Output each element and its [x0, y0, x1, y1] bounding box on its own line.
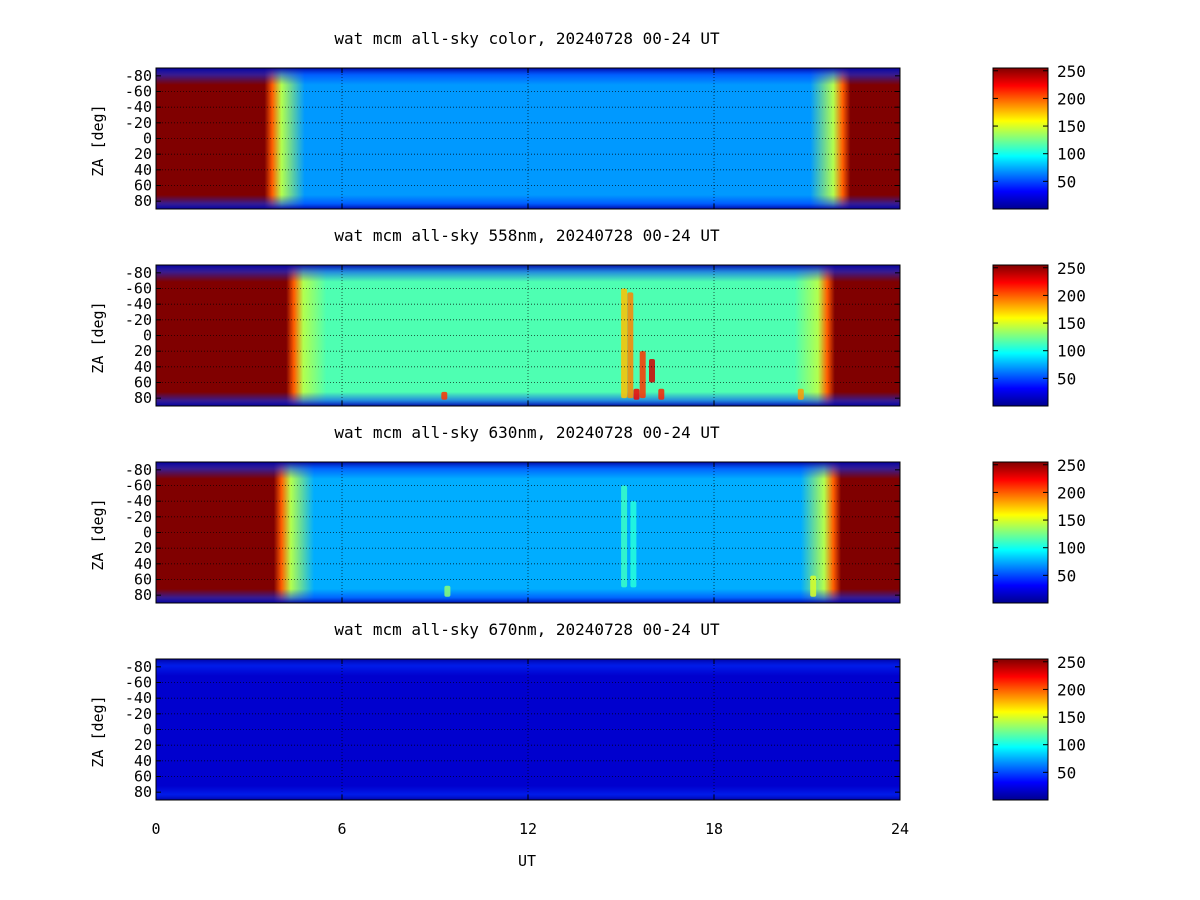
panel-1: wat mcm all-sky 558nm, 20240728 00-24 UT… — [89, 226, 1086, 407]
y-tick-label: 80 — [134, 389, 152, 407]
y-tick-label: 80 — [134, 192, 152, 210]
y-tick-label: -40 — [125, 689, 152, 707]
aurora-feature — [621, 485, 628, 588]
y-tick-label: -40 — [125, 295, 152, 313]
colorbar-tick-label: 100 — [1057, 539, 1086, 558]
y-tick-label: 60 — [134, 768, 152, 786]
colorbar-tick-label: 150 — [1057, 117, 1086, 136]
aurora-feature — [627, 292, 634, 399]
aurora-feature — [649, 359, 655, 383]
y-tick-label: -60 — [125, 674, 152, 692]
colorbar-tick-label: 100 — [1057, 145, 1086, 164]
y-tick-label: -20 — [125, 311, 152, 329]
y-axis-label: ZA [deg] — [89, 695, 107, 767]
y-tick-label: 0 — [143, 327, 152, 345]
y-tick-label: -80 — [125, 658, 152, 676]
x-tick-label: 18 — [705, 820, 723, 838]
y-tick-label: 20 — [134, 145, 152, 163]
y-tick-label: 80 — [134, 783, 152, 801]
colorbar-tick-label: 150 — [1057, 708, 1086, 727]
x-tick-label: 0 — [151, 820, 160, 838]
colorbar — [992, 264, 1049, 407]
y-tick-label: -80 — [125, 67, 152, 85]
y-tick-label: 60 — [134, 571, 152, 589]
colorbar-tick-label: 150 — [1057, 511, 1086, 530]
y-tick-label: -20 — [125, 705, 152, 723]
y-tick-label: 0 — [143, 721, 152, 739]
aurora-feature — [810, 575, 817, 597]
panel-3: wat mcm all-sky 670nm, 20240728 00-24 UT… — [89, 620, 1086, 838]
y-tick-label: 40 — [134, 358, 152, 376]
colorbar — [992, 461, 1049, 604]
y-tick-label: 60 — [134, 177, 152, 195]
aurora-feature — [639, 351, 646, 399]
y-tick-label: 40 — [134, 555, 152, 573]
colorbar-tick-label: 150 — [1057, 314, 1086, 333]
colorbar-tick-label: 200 — [1057, 89, 1086, 108]
colorbar-tick-label: 50 — [1057, 566, 1076, 585]
y-tick-label: 40 — [134, 752, 152, 770]
colorbar-tick-label: 100 — [1057, 342, 1086, 361]
y-tick-label: 0 — [143, 130, 152, 148]
colorbar-tick-label: 50 — [1057, 172, 1076, 191]
panel-title: wat mcm all-sky 558nm, 20240728 00-24 UT — [334, 226, 720, 245]
aurora-feature — [633, 388, 640, 400]
panels: wat mcm all-sky color, 20240728 00-24 UT… — [89, 29, 1086, 838]
colorbar-tick-label: 250 — [1057, 259, 1086, 278]
panel-0: wat mcm all-sky color, 20240728 00-24 UT… — [89, 29, 1086, 210]
x-tick-label: 6 — [337, 820, 346, 838]
y-tick-label: -40 — [125, 98, 152, 116]
aurora-feature — [797, 388, 804, 400]
x-axis-label: UT — [518, 852, 536, 870]
y-tick-label: 80 — [134, 586, 152, 604]
aurora-feature — [630, 501, 637, 588]
panel-title: wat mcm all-sky 670nm, 20240728 00-24 UT — [334, 620, 720, 639]
colorbar-tick-label: 250 — [1057, 456, 1086, 475]
colorbar-tick-label: 250 — [1057, 62, 1086, 81]
y-tick-label: -80 — [125, 461, 152, 479]
aurora-feature — [441, 391, 448, 400]
y-tick-label: 40 — [134, 161, 152, 179]
y-tick-label: -20 — [125, 114, 152, 132]
y-tick-label: 60 — [134, 374, 152, 392]
aurora-feature — [621, 288, 628, 399]
colorbar-tick-label: 100 — [1057, 736, 1086, 755]
colorbar-tick-label: 250 — [1057, 653, 1086, 672]
y-tick-label: -60 — [125, 477, 152, 495]
colorbar — [992, 658, 1049, 801]
panel-title: wat mcm all-sky color, 20240728 00-24 UT — [334, 29, 720, 48]
aurora-feature — [658, 388, 665, 400]
colorbar — [992, 67, 1049, 210]
y-tick-label: -60 — [125, 83, 152, 101]
y-axis-label: ZA [deg] — [89, 498, 107, 570]
y-tick-label: -20 — [125, 508, 152, 526]
y-tick-label: -60 — [125, 280, 152, 298]
y-tick-label: -80 — [125, 264, 152, 282]
colorbar-tick-label: 200 — [1057, 680, 1086, 699]
x-tick-label: 24 — [891, 820, 909, 838]
y-tick-label: 20 — [134, 342, 152, 360]
y-axis-label: ZA [deg] — [89, 301, 107, 373]
x-tick-label: 12 — [519, 820, 537, 838]
y-tick-label: 20 — [134, 539, 152, 557]
y-axis-label: ZA [deg] — [89, 104, 107, 176]
colorbar-tick-label: 200 — [1057, 286, 1086, 305]
colorbar-tick-label: 50 — [1057, 369, 1076, 388]
colorbar-tick-label: 50 — [1057, 763, 1076, 782]
y-tick-label: -40 — [125, 492, 152, 510]
colorbar-tick-label: 200 — [1057, 483, 1086, 502]
panel-2: wat mcm all-sky 630nm, 20240728 00-24 UT… — [89, 423, 1086, 604]
y-tick-label: 20 — [134, 736, 152, 754]
y-tick-label: 0 — [143, 524, 152, 542]
aurora-feature — [444, 585, 451, 597]
panel-title: wat mcm all-sky 630nm, 20240728 00-24 UT — [334, 423, 720, 442]
